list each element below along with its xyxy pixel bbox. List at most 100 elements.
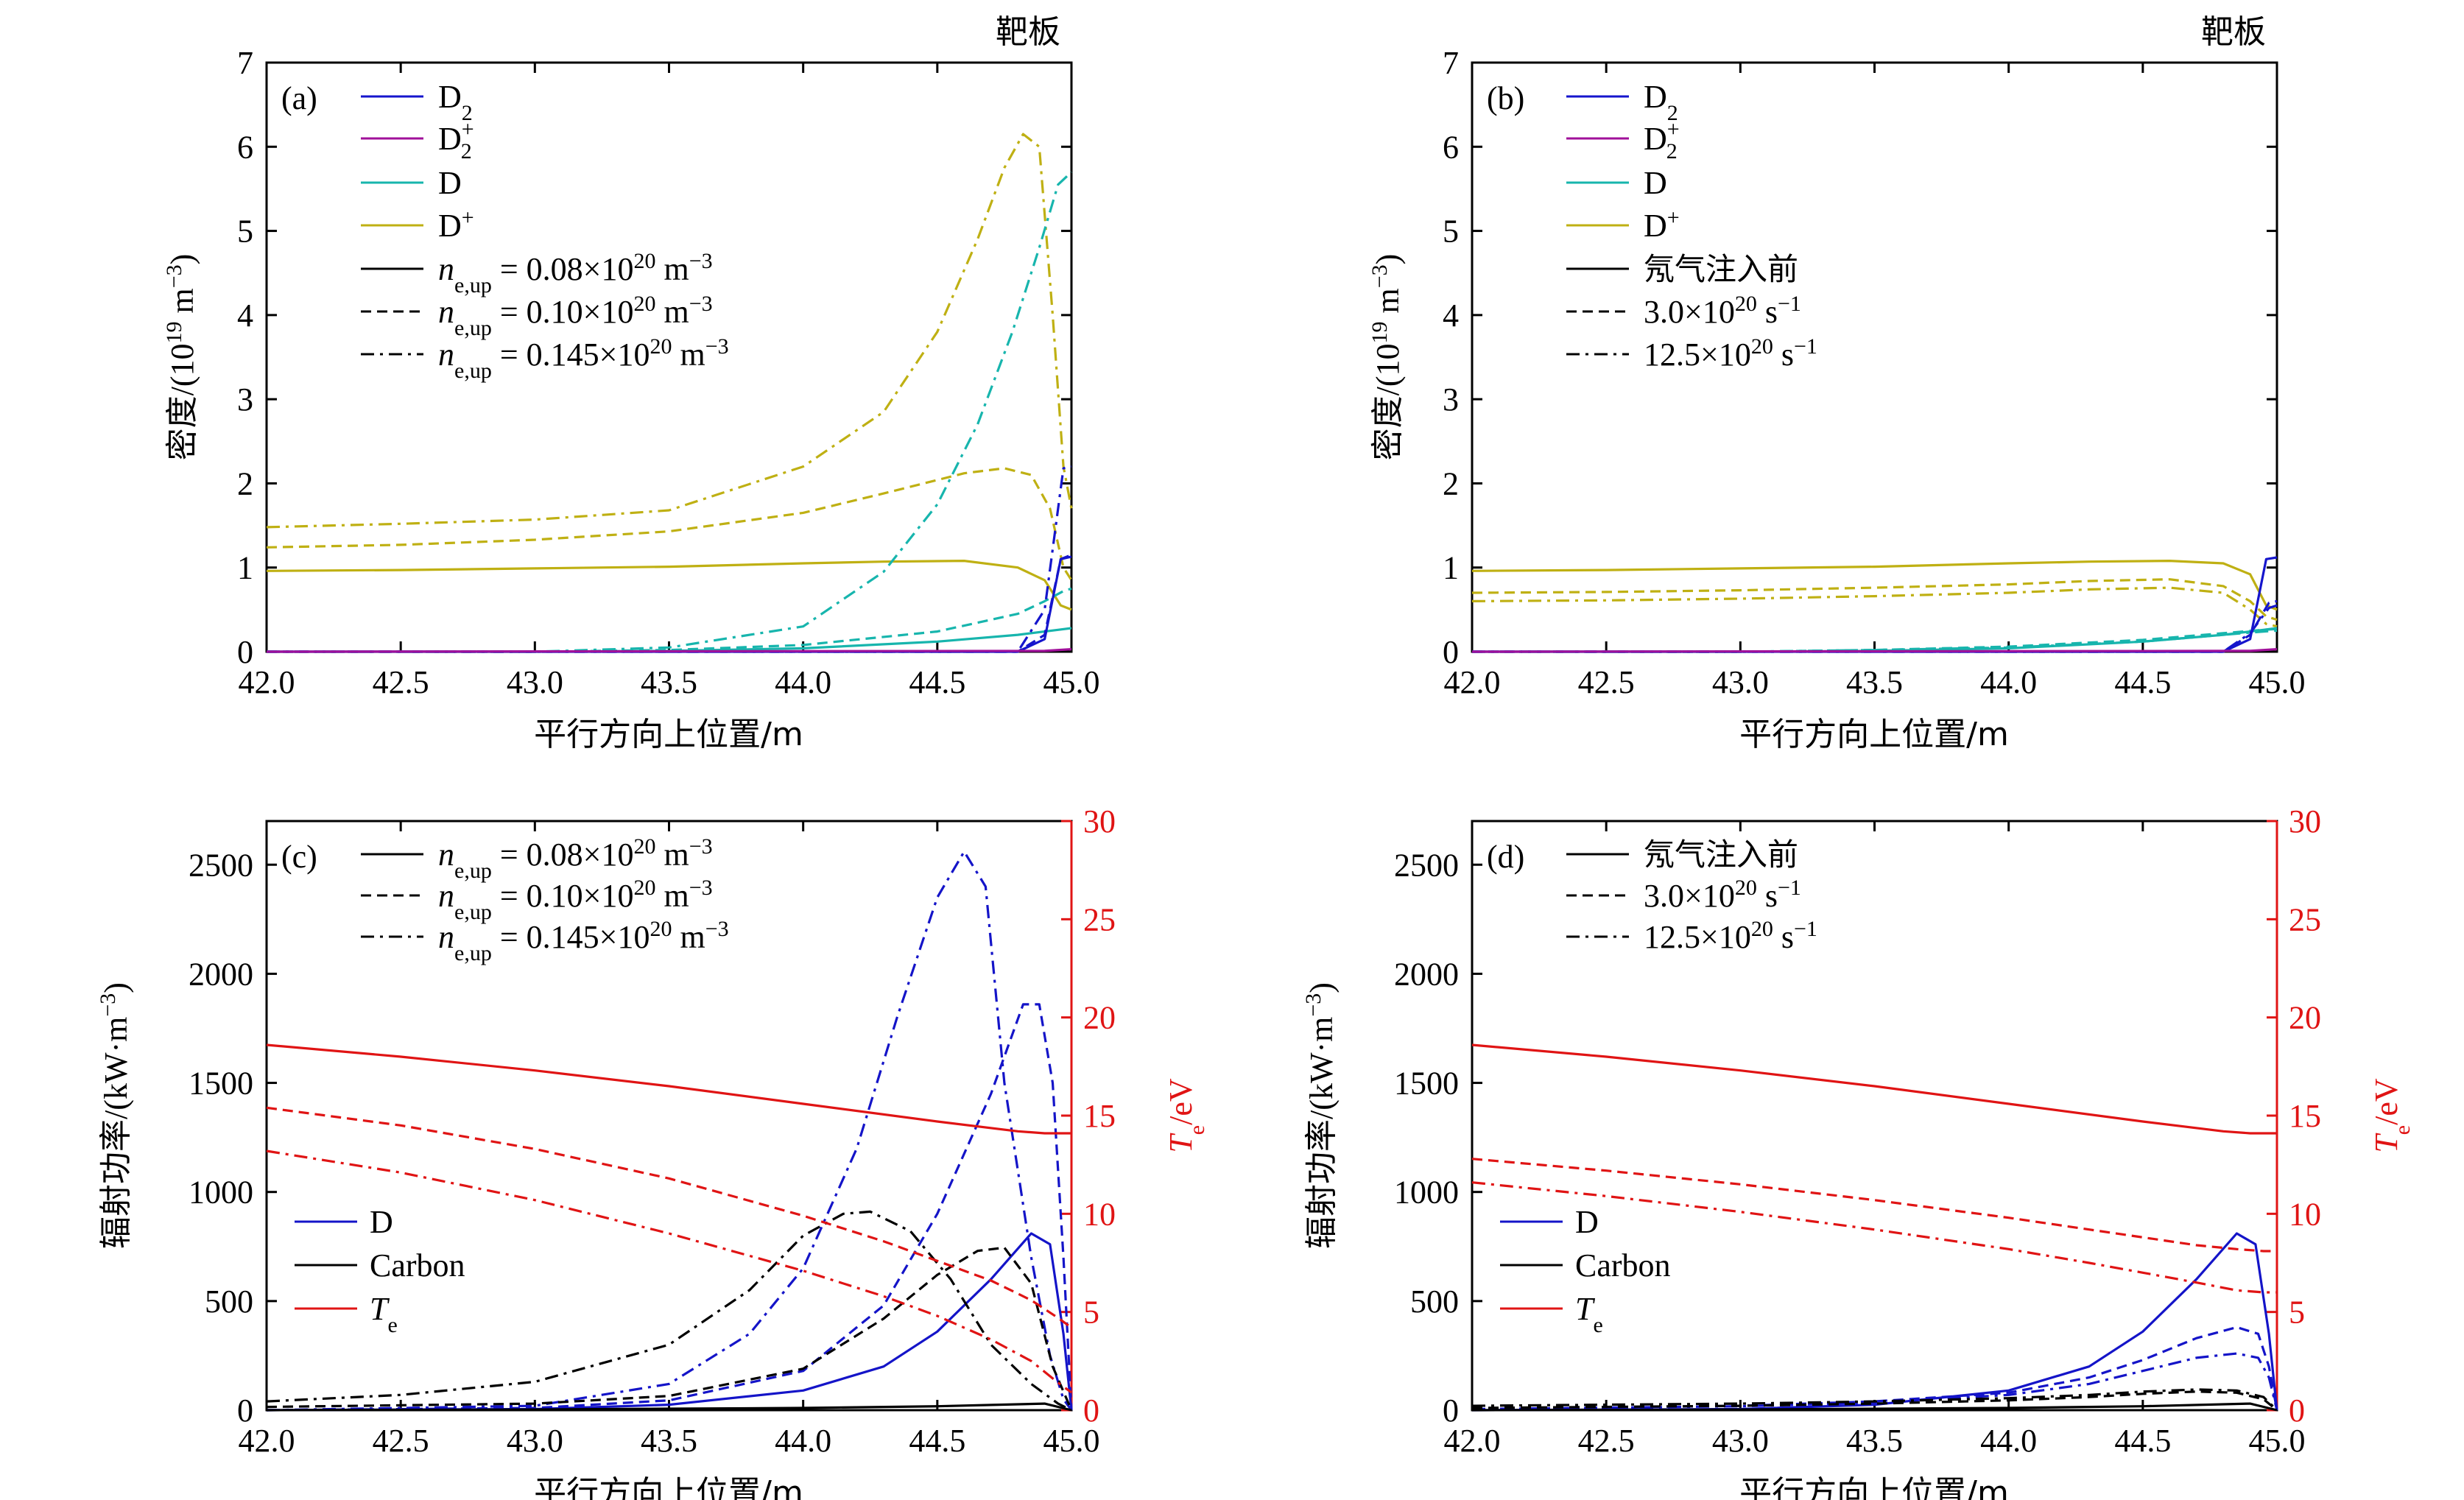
x-tick-label: 42.5 (1578, 664, 1635, 700)
legend-entry-D-rad: D (1500, 1204, 1599, 1240)
legend-entry-D2: D2 (361, 79, 473, 125)
y2-tick-label: 30 (2289, 803, 2321, 839)
series-line-D2plus-solid (266, 648, 1072, 653)
series-line-Dplus-dashdot (1471, 586, 2278, 628)
series-line-Dplus-dashed (266, 467, 1073, 581)
panel-d-legend-styles: 氖气注入前 3.0×1020 s−1 12.5×1020 s−1 (1566, 837, 1817, 955)
panel-c-ylabel: 辐射功率/(kW·m−3) (96, 982, 135, 1249)
svg-text:D: D (1644, 165, 1667, 201)
series-line-black-dashed (1471, 1390, 2278, 1412)
x-tick-label: 44.0 (1980, 664, 2037, 700)
y-tick-label: 2000 (189, 956, 253, 992)
legend-entry-Dplus: D+ (1566, 205, 1680, 244)
y-tick-label: 7 (237, 45, 253, 81)
y2-tick-label: 5 (1083, 1295, 1099, 1331)
series-line-D2-dashed (267, 554, 1072, 653)
panel-d-legend-species: D Carbon Te (1500, 1204, 1671, 1337)
panel-a-label: (a) (281, 80, 317, 116)
panel-d-radiation-vs-neon-puff: 42.0 42.5 43.0 43.5 44.0 44.5 45.0050010001500… (1301, 803, 2415, 1500)
legend-entry-Te: Te (295, 1291, 398, 1337)
legend-entry-ne-0.08: ne,up = 0.08×1020 m−3 (361, 249, 713, 297)
x-tick-label: 43.5 (1846, 664, 1903, 700)
panel-a-xlabel: 平行方向上位置/m (534, 716, 803, 753)
x-tick-label: 42.5 (373, 1423, 429, 1459)
series-line-red-solid (1471, 1043, 2277, 1135)
legend-entry-ne-0.10: ne,up = 0.10×1020 m−3 (361, 292, 713, 340)
panel-a-target-label: 靶板 (996, 13, 1060, 51)
y-tick-label: 2500 (1394, 847, 1459, 883)
panel-b-ylabel: 密度/(1019 m−3) (1367, 254, 1407, 461)
y-tick-label: 5 (237, 214, 253, 250)
svg-text:3.0×1020 s−1: 3.0×1020 s−1 (1644, 876, 1801, 915)
y2-tick-label: 15 (2289, 1098, 2321, 1134)
panel-a-ylabel: 密度/(1019 m−3) (162, 254, 202, 461)
y-tick-label: 3 (1443, 381, 1459, 418)
series-line-blue-dashed (266, 1003, 1073, 1412)
panel-d-y2label: Te/eV (2368, 1078, 2415, 1153)
svg-text:Te: Te (1575, 1291, 1603, 1337)
panel-d-series (1471, 1043, 2278, 1412)
panel-b-density-vs-neon-puff: 42.0 42.5 43.0 43.5 44.0 44.5 45.0 0 1 2 3 4 5 6 7 (b)… (1367, 13, 2306, 753)
panel-a-density-vs-upstream-density: 42.0 42.5 43.0 43.5 44.0 44.5 45.0 0 1 2 3 4 5 6 7 (a)… (162, 13, 1100, 753)
y-tick-label: 6 (237, 129, 253, 165)
x-tick-label: 44.5 (909, 1423, 965, 1459)
series-line-D-dashdot (267, 171, 1073, 653)
legend-entry-D: D (1566, 165, 1667, 201)
x-tick-label: 45.0 (2249, 664, 2306, 700)
panel-c-series (266, 850, 1073, 1412)
x-tick-label: 43.0 (507, 664, 563, 700)
series-line-black-solid (266, 1402, 1072, 1412)
x-tick-label: 45.0 (2249, 1423, 2306, 1459)
y-tick-label: 1000 (189, 1175, 253, 1211)
svg-text:辐射功率/(kW·m−3): 辐射功率/(kW·m−3) (96, 982, 135, 1249)
series-line-D2plus-solid (1471, 648, 2278, 653)
svg-text:D: D (438, 165, 462, 201)
series-line-Dplus-solid (266, 559, 1072, 611)
y-tick-label: 1000 (1394, 1175, 1459, 1211)
x-tick-label: 42.0 (1444, 664, 1501, 700)
y-tick-label: 4 (1443, 297, 1459, 334)
panel-c-legend-styles: ne,up = 0.08×1020 m−3 ne,up = 0.10×1020 … (361, 834, 729, 965)
x-tick-label: 45.0 (1043, 1423, 1100, 1459)
panel-b-label: (b) (1487, 80, 1524, 116)
y-tick-label: 1500 (1394, 1066, 1459, 1102)
legend-entry-D-rad: D (295, 1204, 393, 1240)
y-tick-label: 2 (237, 465, 253, 501)
x-tick-label: 42.0 (239, 664, 295, 700)
x-tick-label: 42.0 (1444, 1423, 1501, 1459)
y-tick-label: 500 (1410, 1284, 1459, 1320)
panel-b-target-label: 靶板 (2201, 13, 2266, 51)
y-tick-label: 7 (1443, 45, 1459, 81)
series-line-black-dashdot (1471, 1388, 2278, 1412)
y-tick-label: 5 (1443, 214, 1459, 250)
panel-d-label: (d) (1487, 839, 1524, 875)
panel-a-legend: D2 D+ 2 D D+ ne,up = 0.08×1020 m−3 ne,up … (361, 79, 729, 383)
svg-text:Te: Te (370, 1291, 398, 1337)
svg-text:辐射功率/(kW·m−3): 辐射功率/(kW·m−3) (1301, 982, 1341, 1249)
svg-text:3.0×1020 s−1: 3.0×1020 s−1 (1644, 292, 1801, 331)
legend-entry-Te: Te (1500, 1291, 1603, 1337)
series-line-Dplus-solid (1471, 559, 2278, 611)
series-line-Dplus-dashdot (266, 133, 1073, 529)
svg-text:D+: D+ (438, 205, 474, 244)
legend-entry-ne-0.08: ne,up = 0.08×1020 m−3 (361, 834, 713, 883)
y-tick-label: 1500 (189, 1066, 253, 1102)
legend-entry-D2plus: D+ 2 (361, 117, 474, 163)
svg-text:ne,up = 0.145×1020 m−3: ne,up = 0.145×1020 m−3 (438, 334, 729, 383)
y2-tick-label: 25 (2289, 901, 2321, 937)
svg-text:Carbon: Carbon (1575, 1247, 1671, 1284)
x-tick-label: 44.0 (1980, 1423, 2037, 1459)
svg-text:Te/eV: Te/eV (2368, 1078, 2415, 1153)
panel-d-xlabel: 平行方向上位置/m (1739, 1474, 2009, 1500)
legend-entry-ne-0.145: ne,up = 0.145×1020 m−3 (361, 334, 729, 383)
series-line-D2-dashdot (267, 465, 1072, 653)
legend-entry-before-neon: 氖气注入前 (1566, 837, 1798, 873)
x-tick-label: 45.0 (1043, 664, 1100, 700)
y2-tick-label: 10 (2289, 1196, 2321, 1232)
x-tick-label: 43.5 (641, 1423, 697, 1459)
legend-entry-neon-12.5: 12.5×1020 s−1 (1566, 917, 1817, 955)
svg-text:D: D (370, 1204, 393, 1240)
panel-b-xlabel: 平行方向上位置/m (1739, 716, 2009, 753)
y2-tick-label: 20 (1083, 1000, 1116, 1036)
